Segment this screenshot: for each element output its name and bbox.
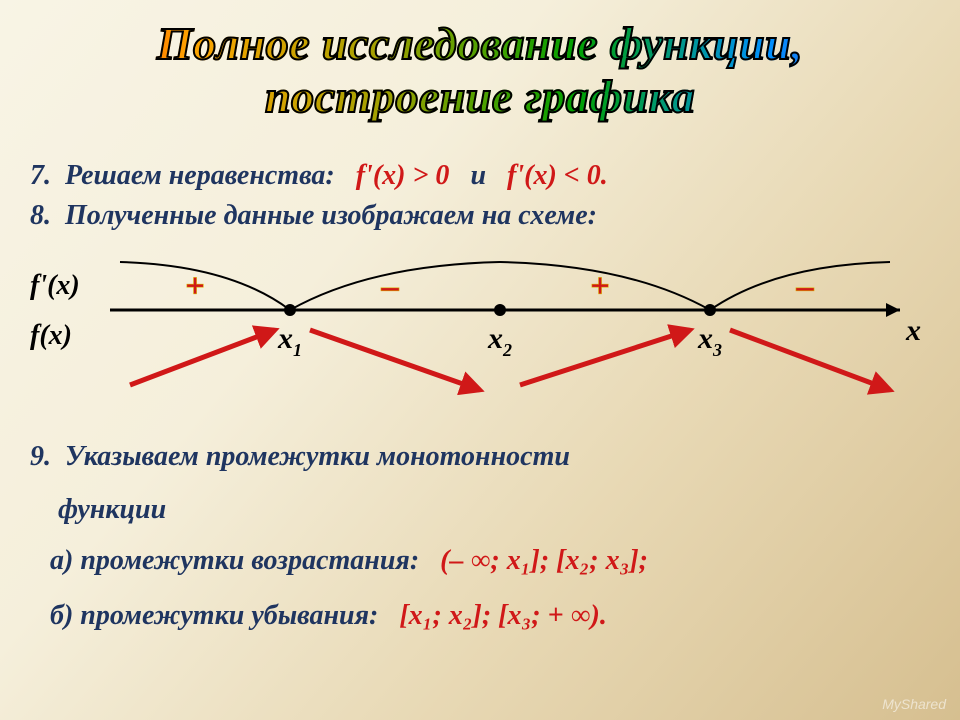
point-7: 7. Решаем неравенства: f'(x) > 0 и f'(x)… <box>30 160 930 192</box>
point-7-ineq1: f'(x) > 0 <box>356 160 450 191</box>
svg-text:–: – <box>796 268 815 305</box>
point-7-and: и <box>470 160 486 191</box>
point-9-num: 9. <box>30 441 51 472</box>
point-9b-label: б) промежутки убывания: <box>50 600 378 631</box>
title-line-1: Полное исследование функции, <box>0 18 960 71</box>
point-7-num: 7. <box>30 160 51 191</box>
point-9a-label: а) промежутки возрастания: <box>50 545 419 576</box>
point-9a: а) промежутки возрастания: (– ∞; x₁]; [x… <box>50 545 930 577</box>
fprime-label: f'(x) <box>30 270 80 302</box>
point-9b: б) промежутки убывания: [x₁; x₂]; [x₃; +… <box>50 600 930 632</box>
point-9b-intervals: [x₁; x₂]; [x₃; + ∞). <box>399 600 606 631</box>
svg-text:x: x <box>905 314 921 347</box>
point-7-text: Решаем неравенства: <box>65 160 335 191</box>
title-line-2: построение графика <box>0 71 960 124</box>
svg-text:x1: x1 <box>277 322 302 360</box>
point-8-text: Полученные данные изображаем на схеме: <box>65 200 597 231</box>
svg-text:x2: x2 <box>487 322 512 360</box>
svg-text:+: + <box>590 268 609 305</box>
point-9-line1: Указываем промежутки монотонности <box>65 441 570 472</box>
point-7-ineq2: f'(x) < 0. <box>507 160 608 191</box>
diagram-svg: x x1 x2 x3 + – + – <box>30 250 930 410</box>
point-8-num: 8. <box>30 200 51 231</box>
svg-text:x3: x3 <box>697 322 722 360</box>
f-label: f(x) <box>30 320 72 352</box>
title-block: Полное исследование функции, построение … <box>0 0 960 124</box>
sign-diagram: f'(x) f(x) x x1 x2 x3 + – + – <box>30 250 930 410</box>
watermark: MyShared <box>882 696 946 712</box>
svg-text:+: + <box>185 268 204 305</box>
point-9: 9. Указываем промежутки монотонности фун… <box>30 430 930 536</box>
point-9-line2: функции <box>58 494 166 525</box>
svg-text:–: – <box>381 268 400 305</box>
point-8: 8. Полученные данные изображаем на схеме… <box>30 200 930 232</box>
point-9a-intervals: (– ∞; x₁]; [x₂; x₃]; <box>440 545 648 576</box>
